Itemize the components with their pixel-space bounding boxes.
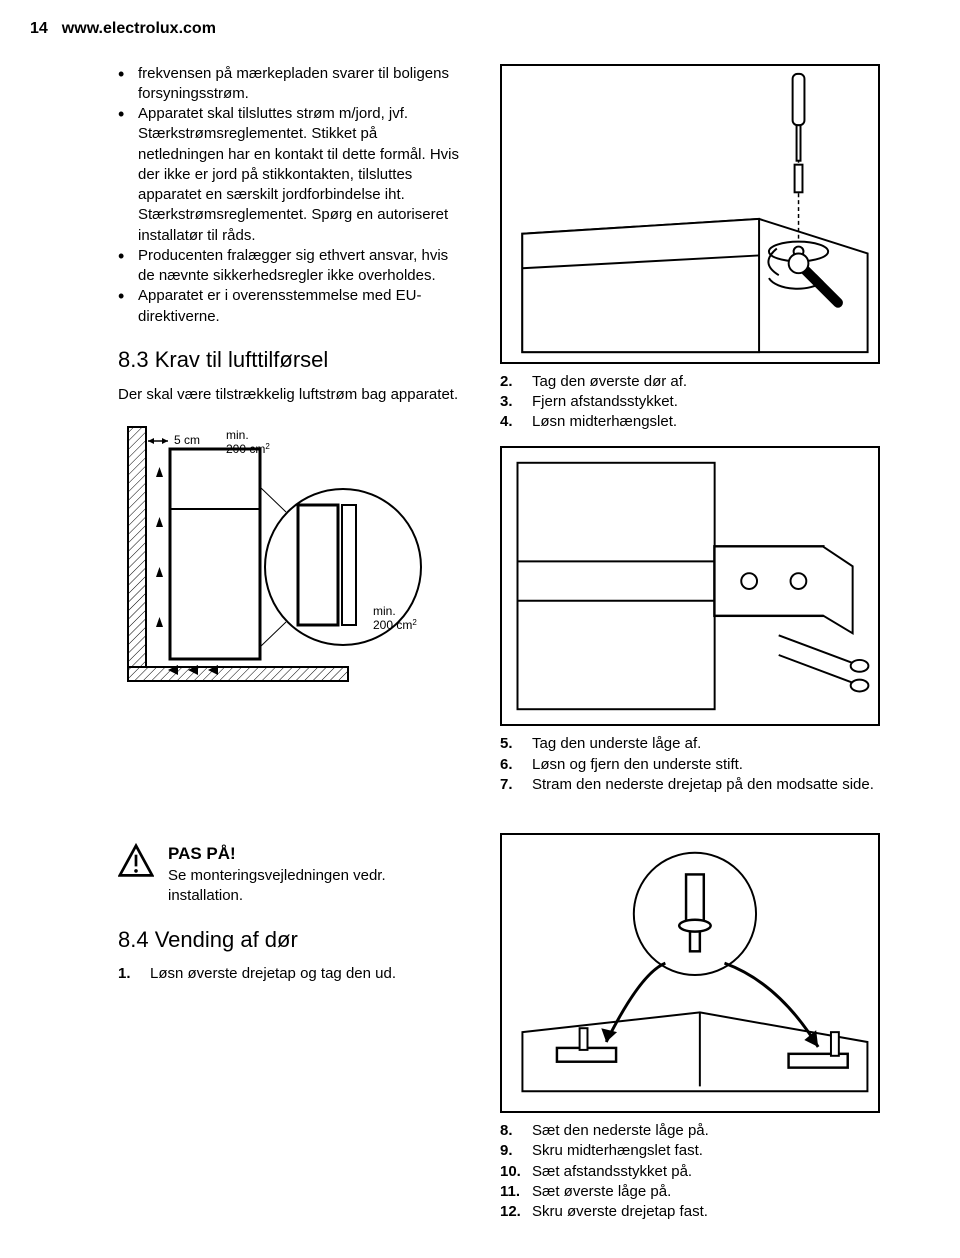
middle-hinge-diagram	[500, 446, 880, 726]
step-item: 6.Løsn og fjern den underste stift.	[500, 755, 930, 775]
bottom-hinge-diagram	[500, 833, 880, 1113]
step-item: 10.Sæt afstandsstykket på.	[500, 1162, 930, 1182]
section-8-3-title: 8.3 Krav til lufttilførsel	[118, 345, 460, 375]
step-item: 5.Tag den underste låge af.	[500, 734, 930, 754]
air-top-2: 200 cm2	[226, 441, 270, 456]
brand-url: www.electrolux.com	[62, 18, 216, 40]
air-top-1: min.	[226, 428, 249, 442]
gap-label: 5 cm	[174, 433, 200, 447]
install-bullets: frekvensen på mærkepladen svarer til bol…	[118, 64, 460, 327]
step-item: 1.Løsn øverste drejetap og tag den ud.	[118, 964, 460, 984]
bullet-item: Apparatet skal tilsluttes strøm m/jord, …	[118, 104, 460, 246]
step-1-list: 1.Løsn øverste drejetap og tag den ud.	[118, 964, 460, 984]
step-item: 3.Fjern afstandsstykket.	[500, 392, 930, 412]
top-hinge-diagram	[500, 64, 880, 364]
bullet-item: frekvensen på mærkepladen svarer til bol…	[118, 64, 460, 105]
caution-title: PAS PÅ!	[168, 843, 460, 866]
section-8-3-para: Der skal være tilstrækkelig luftstrøm ba…	[118, 385, 460, 405]
step-item: 4.Løsn midterhængslet.	[500, 412, 930, 432]
air-bot-1: min.	[373, 604, 396, 618]
section-8-4-title: 8.4 Vending af dør	[118, 925, 460, 955]
steps-2-4: 2.Tag den øverste dør af. 3.Fjern afstan…	[500, 372, 930, 433]
step-item: 12.Skru øverste drejetap fast.	[500, 1202, 930, 1222]
bullet-item: Apparatet er i overensstemmelse med EU-d…	[118, 286, 460, 327]
steps-8-12: 8.Sæt den nederste låge på. 9.Skru midte…	[500, 1121, 930, 1222]
page-number: 14	[30, 18, 48, 40]
step-item: 7.Stram den nederste drejetap på den mod…	[500, 775, 930, 795]
page-header: 14 www.electrolux.com	[30, 18, 930, 40]
caution-block: PAS PÅ! Se monteringsvejledningen vedr. …	[118, 843, 460, 906]
airflow-diagram: 5 cm min. 200 cm2	[118, 417, 458, 687]
step-item: 9.Skru midterhængslet fast.	[500, 1141, 930, 1161]
caution-text: Se monteringsvejledningen vedr. installa…	[168, 866, 460, 907]
step-item: 8.Sæt den nederste låge på.	[500, 1121, 930, 1141]
air-bot-2: 200 cm2	[373, 617, 417, 632]
warning-icon	[118, 843, 154, 879]
bullet-item: Producenten fralægger sig ethvert ansvar…	[118, 246, 460, 287]
step-item: 11.Sæt øverste låge på.	[500, 1182, 930, 1202]
step-item: 2.Tag den øverste dør af.	[500, 372, 930, 392]
steps-5-7: 5.Tag den underste låge af. 6.Løsn og fj…	[500, 734, 930, 795]
